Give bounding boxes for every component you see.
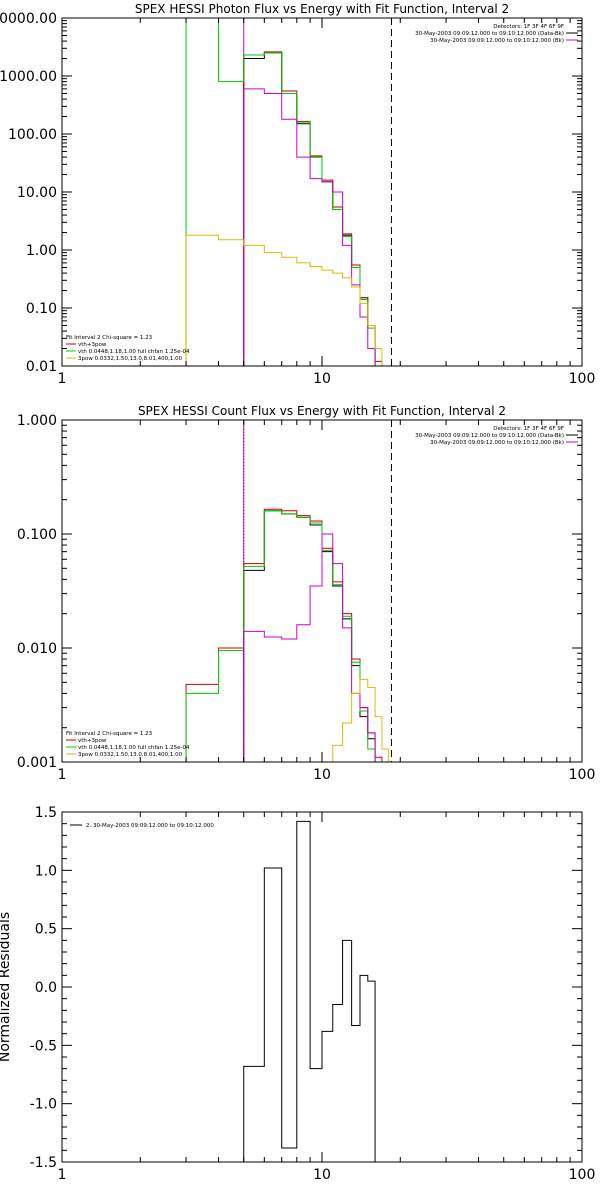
info-legend-text: Detectors: 1F 3F 4F 6F 9F <box>493 24 564 30</box>
x-tick-label: 1 <box>58 767 67 783</box>
x-tick-label: 1 <box>58 371 67 387</box>
count-flux-plot: SPEX HESSI Count Flux vs Energy with Fit… <box>17 404 596 783</box>
fit-legend-text: vth 0.0448,1.18,1.00 full chfan 1.25e-04 <box>78 349 190 355</box>
fit-legend-text: 3pow 0.0332,1.50,13.0,8.01,400,1.00 <box>78 356 183 362</box>
plot-area <box>185 18 392 366</box>
y-tick-label: -0.5 <box>30 1038 57 1054</box>
plot-frame <box>61 17 583 367</box>
info-legend-text: 30-May-2003 09:09:12.000 to 09:10:12.000… <box>430 440 564 446</box>
fit-legend-text: vth+3pow <box>78 738 107 744</box>
plot-title: SPEX HESSI Count Flux vs Energy with Fit… <box>138 404 506 418</box>
y-tick-label: 1.0 <box>35 863 57 879</box>
residuals-plot: Normalized Residuals 1 10 100 -1.5 -1.0 -0.5 0.… <box>0 805 596 1183</box>
y-tick-label: 0.0 <box>35 980 57 996</box>
series-2-line <box>185 18 376 366</box>
plot-frame <box>61 811 583 1163</box>
info-legend-text: 30-May-2003 09:09:12.000 to 09:10:12.000… <box>415 31 564 37</box>
fit-legend-text: vth+3pow <box>78 342 107 348</box>
plot-area <box>185 420 392 762</box>
series-4-line <box>185 234 383 366</box>
y-axis-label: Normalized Residuals <box>0 912 13 1062</box>
series-0-line <box>243 820 376 1162</box>
y-tick-label: 0.5 <box>35 922 57 938</box>
x-tick-label: 10 <box>313 1167 331 1183</box>
y-tick-label: 0.100 <box>17 527 57 543</box>
series-0-line <box>243 52 376 366</box>
x-tick-label: 100 <box>569 371 596 387</box>
y-tick-label: 1.000 <box>17 413 57 429</box>
y-tick-label: 0.001 <box>17 755 57 771</box>
y-tick-label: 0.010 <box>17 641 57 657</box>
info-legend-text: 30-May-2003 09:09:12.000 to 09:10:12.000… <box>415 433 564 439</box>
x-tick-label: 10 <box>313 767 331 783</box>
photon-flux-plot: SPEX HESSI Photon Flux vs Energy with Fi… <box>0 2 596 387</box>
y-tick-label: -1.0 <box>30 1097 57 1113</box>
y-tick-label: 100.00 <box>8 127 57 143</box>
fit-legend-text: vth 0.0448,1.18,1.00 full chfan 1.25e-04 <box>78 745 190 751</box>
plot-title: SPEX HESSI Photon Flux vs Energy with Fi… <box>135 2 509 16</box>
x-tick-label: 10 <box>313 371 331 387</box>
series-1-line <box>243 51 383 366</box>
legend-text: 2. 30-May-2003 09:09:12.000 to 09:10:12.… <box>86 823 214 829</box>
plot-frame <box>61 419 583 763</box>
x-tick-label: 100 <box>569 1167 596 1183</box>
y-tick-label: 10.00 <box>17 185 57 201</box>
y-tick-label: 0.10 <box>26 301 57 317</box>
series-1-line <box>185 508 383 762</box>
y-tick-label: -1.5 <box>30 1155 57 1171</box>
y-tick-label: 1.00 <box>26 243 57 259</box>
fit-legend-text: 3pow 0.0332,1.50,13.0,8.01,400,1.00 <box>78 752 183 758</box>
series-4-line <box>332 678 389 762</box>
info-legend-text: 30-May-2003 09:09:12.000 to 09:10:12.000… <box>430 38 564 44</box>
x-tick-label: 100 <box>569 767 596 783</box>
series-3-line <box>243 88 376 366</box>
plot-area <box>243 820 376 1162</box>
fit-legend-text: Fit Interval 2 Chi-square = 1.23 <box>66 731 153 737</box>
series-0-line <box>243 510 376 762</box>
y-tick-label: 0.01 <box>26 359 57 375</box>
info-legend-text: Detectors: 1F 3F 4F 6F 9F <box>493 426 564 432</box>
series-2-line <box>185 510 376 762</box>
y-tick-label: 1.5 <box>35 805 57 821</box>
y-tick-label: 1000.00 <box>0 69 57 85</box>
series-3-line <box>243 533 376 762</box>
fit-legend-text: Fit Interval 2 Chi-square = 1.23 <box>66 335 153 341</box>
x-tick-label: 1 <box>58 1167 67 1183</box>
y-tick-label: 10000.00 <box>0 11 57 27</box>
